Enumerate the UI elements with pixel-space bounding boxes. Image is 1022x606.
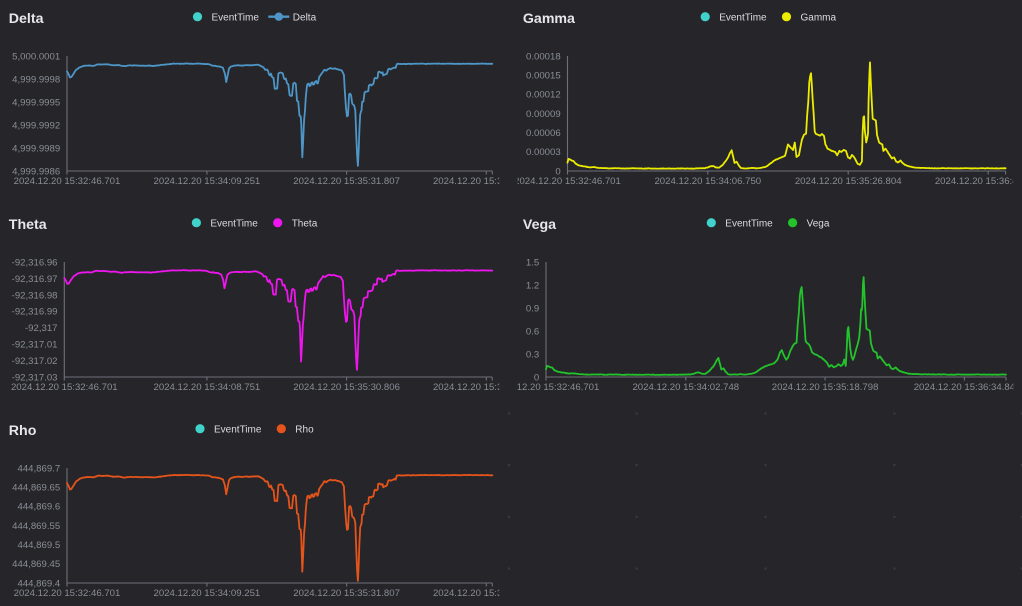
svg-text:5,000.0001: 5,000.0001 [12, 51, 60, 62]
svg-text:2024.12.20 15:36:46.853: 2024.12.20 15:36:46.853 [935, 176, 1022, 187]
svg-text:2024.12.20 15:36:52.861: 2024.12.20 15:36:52.861 [433, 382, 540, 393]
svg-text:2024.12.20 15:35:18.798: 2024.12.20 15:35:18.798 [772, 382, 879, 393]
svg-text:0.00012: 0.00012 [526, 90, 561, 101]
svg-text:-92,316.96: -92,316.96 [12, 257, 58, 268]
svg-text:444,869.6: 444,869.6 [18, 502, 61, 513]
svg-text:444,869.7: 444,869.7 [18, 463, 61, 474]
svg-text:0: 0 [555, 166, 560, 177]
svg-text:2024.12.20 15:34:02.748: 2024.12.20 15:34:02.748 [632, 382, 739, 393]
svg-text:2024.12.20 15:32:46.701: 2024.12.20 15:32:46.701 [14, 588, 121, 599]
svg-text:-92,316.98: -92,316.98 [12, 290, 58, 301]
svg-text:0.9: 0.9 [526, 303, 539, 314]
svg-text:Delta: Delta [293, 12, 317, 23]
svg-text:2024.12.20 15:34:06.750: 2024.12.20 15:34:06.750 [654, 176, 761, 187]
svg-text:2024.12.20 15:35:30.806: 2024.12.20 15:35:30.806 [293, 382, 400, 393]
svg-text:2024.12.20 15:36:54.357: 2024.12.20 15:36:54.357 [433, 176, 540, 187]
svg-text:2024.12.20 15:32:46.701: 2024.12.20 15:32:46.701 [514, 176, 621, 187]
svg-text:2024.12.20 15:36:54.357: 2024.12.20 15:36:54.357 [433, 588, 540, 599]
svg-text:0.00006: 0.00006 [526, 128, 561, 139]
svg-text:0.00018: 0.00018 [526, 51, 561, 62]
svg-text:Rho: Rho [295, 424, 314, 435]
svg-text:0.00003: 0.00003 [526, 147, 561, 158]
svg-text:0.00015: 0.00015 [526, 71, 561, 82]
svg-text:-92,317: -92,317 [25, 323, 58, 334]
svg-text:444,869.5: 444,869.5 [18, 540, 61, 551]
svg-text:2024.12.20 15:35:31.807: 2024.12.20 15:35:31.807 [293, 588, 400, 599]
svg-text:2024.12.20 15:35:31.807: 2024.12.20 15:35:31.807 [293, 176, 400, 187]
svg-text:Rho: Rho [9, 423, 37, 439]
svg-text:4,999.9986: 4,999.9986 [12, 166, 60, 177]
svg-text:-92,316.97: -92,316.97 [12, 274, 58, 285]
svg-text:EventTime: EventTime [719, 12, 767, 23]
svg-text:4,999.9998: 4,999.9998 [12, 74, 60, 85]
svg-text:EventTime: EventTime [214, 424, 262, 435]
svg-text:2024.12.20 15:32:46.701: 2024.12.20 15:32:46.701 [493, 382, 600, 393]
svg-text:EventTime: EventTime [725, 218, 773, 229]
svg-text:0: 0 [534, 372, 539, 383]
svg-text:Theta: Theta [9, 217, 47, 233]
svg-text:-92,316.99: -92,316.99 [12, 307, 58, 318]
svg-text:-92,317.01: -92,317.01 [12, 340, 58, 351]
svg-text:Gamma: Gamma [523, 11, 575, 27]
svg-text:2024.12.20 15:35:26.804: 2024.12.20 15:35:26.804 [795, 176, 902, 187]
svg-text:-92,317.02: -92,317.02 [12, 356, 58, 367]
svg-text:444,869.65: 444,869.65 [12, 483, 60, 494]
svg-text:4,999.9989: 4,999.9989 [12, 143, 60, 154]
svg-text:2024.12.20 15:32:46.701: 2024.12.20 15:32:46.701 [14, 176, 121, 187]
svg-text:0.00009: 0.00009 [526, 109, 561, 120]
svg-text:2024.12.20 15:36:34.84: 2024.12.20 15:36:34.84 [914, 382, 1016, 393]
svg-text:EventTime: EventTime [212, 12, 260, 23]
svg-text:2024.12.20 15:32:46.701: 2024.12.20 15:32:46.701 [11, 382, 118, 393]
svg-text:EventTime: EventTime [210, 218, 258, 229]
svg-text:2024.12.20 15:34:09.251: 2024.12.20 15:34:09.251 [154, 176, 261, 187]
svg-text:4,999.9992: 4,999.9992 [12, 120, 60, 131]
svg-text:2024.12.20 15:34:09.251: 2024.12.20 15:34:09.251 [154, 588, 261, 599]
svg-text:444,869.55: 444,869.55 [12, 521, 60, 532]
svg-text:Gamma: Gamma [801, 12, 837, 23]
svg-text:444,869.4: 444,869.4 [18, 578, 61, 589]
svg-text:Delta: Delta [9, 11, 44, 27]
svg-text:4,999.9995: 4,999.9995 [12, 97, 60, 108]
svg-text:1.5: 1.5 [526, 257, 539, 268]
svg-text:Vega: Vega [523, 217, 556, 233]
svg-text:0.3: 0.3 [526, 349, 539, 360]
svg-text:0.6: 0.6 [526, 326, 539, 337]
svg-text:2024.12.20 15:34:08.751: 2024.12.20 15:34:08.751 [154, 382, 261, 393]
svg-text:444,869.45: 444,869.45 [12, 559, 60, 570]
svg-text:1.2: 1.2 [526, 280, 539, 291]
svg-text:-92,317.03: -92,317.03 [12, 372, 58, 383]
svg-text:Theta: Theta [292, 218, 318, 229]
svg-text:Vega: Vega [807, 218, 830, 229]
